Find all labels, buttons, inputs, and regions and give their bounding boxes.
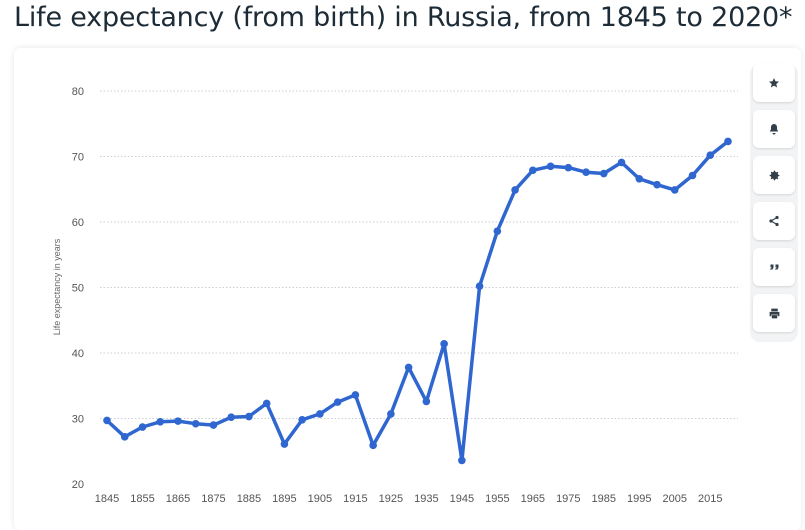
- x-tick-label: 1845: [95, 493, 119, 505]
- x-tick-label: 2005: [663, 493, 687, 505]
- data-points: [103, 137, 732, 465]
- data-point[interactable]: [440, 340, 448, 348]
- data-point[interactable]: [316, 410, 324, 418]
- x-tick-label: 1855: [130, 493, 154, 505]
- y-tick-label: 40: [72, 348, 84, 360]
- data-point[interactable]: [653, 180, 661, 189]
- x-tick-label: 1885: [237, 493, 261, 505]
- data-point[interactable]: [582, 168, 590, 177]
- x-tick-label: 1975: [556, 493, 580, 505]
- y-tick-label: 80: [72, 86, 84, 98]
- y-tick-label: 30: [72, 414, 84, 426]
- data-point[interactable]: [191, 419, 200, 428]
- star-icon: [769, 78, 779, 88]
- data-point[interactable]: [333, 398, 342, 406]
- y-tick-label: 60: [72, 217, 84, 229]
- y-axis-ticks: 20 30 40 50 60 70 80: [72, 86, 84, 491]
- x-tick-label: 1935: [414, 493, 438, 505]
- x-tick-label: 1965: [521, 493, 545, 505]
- data-point[interactable]: [245, 412, 253, 421]
- cite-button[interactable]: [753, 248, 795, 286]
- grid-lines: [100, 90, 738, 419]
- bookmark-button[interactable]: [753, 64, 795, 102]
- y-tick-label: 50: [72, 283, 84, 295]
- share-button[interactable]: [753, 202, 795, 240]
- x-axis-ticks: 1845 1855 1865 1875 1885 1895 1905 1915 1925 1935…: [95, 493, 723, 505]
- print-button[interactable]: [753, 294, 795, 332]
- x-tick-label: 1925: [379, 493, 403, 505]
- data-point[interactable]: [387, 410, 395, 418]
- print-icon: [769, 308, 779, 318]
- data-point[interactable]: [688, 171, 697, 180]
- notification-button[interactable]: [753, 110, 795, 148]
- data-point[interactable]: [670, 186, 679, 194]
- y-axis-label: Life expectancy in years: [52, 238, 62, 335]
- data-point[interactable]: [227, 413, 235, 421]
- x-tick-label: 1985: [592, 493, 616, 505]
- data-point[interactable]: [209, 421, 218, 429]
- data-point[interactable]: [475, 282, 484, 290]
- chart-toolbar: [750, 64, 798, 342]
- data-point[interactable]: [546, 162, 555, 171]
- x-tick-label: 1945: [450, 493, 474, 505]
- gear-icon: [769, 170, 779, 180]
- quote-icon: [769, 264, 779, 270]
- data-point[interactable]: [724, 137, 732, 146]
- data-point[interactable]: [369, 441, 377, 450]
- data-point[interactable]: [706, 151, 715, 159]
- page-title: Life expectancy (from birth) in Russia, …: [14, 2, 793, 33]
- x-tick-label: 1865: [166, 493, 190, 505]
- data-point[interactable]: [529, 166, 537, 175]
- data-point[interactable]: [564, 163, 573, 172]
- data-point[interactable]: [351, 391, 360, 399]
- x-tick-label: 1955: [485, 493, 509, 505]
- data-point[interactable]: [600, 169, 608, 178]
- x-tick-label: 1905: [308, 493, 332, 505]
- data-point[interactable]: [138, 423, 147, 431]
- data-point[interactable]: [422, 397, 431, 406]
- y-tick-label: 70: [72, 152, 84, 164]
- series-line: [105, 139, 730, 463]
- data-point[interactable]: [298, 416, 306, 424]
- data-point[interactable]: [635, 174, 644, 183]
- chart-card: [14, 48, 801, 530]
- x-tick-label: 1995: [627, 493, 651, 505]
- data-point[interactable]: [617, 158, 626, 167]
- settings-button[interactable]: [753, 156, 795, 194]
- data-point[interactable]: [493, 227, 502, 235]
- x-tick-label: 1915: [343, 493, 367, 505]
- y-tick-label: 20: [72, 479, 84, 491]
- data-point[interactable]: [174, 417, 182, 425]
- data-point[interactable]: [280, 440, 289, 448]
- x-tick-label: 2015: [698, 493, 722, 505]
- bell-icon: [770, 124, 778, 135]
- share-icon: [769, 215, 779, 227]
- data-point[interactable]: [103, 416, 111, 425]
- data-point[interactable]: [458, 456, 466, 465]
- data-point[interactable]: [156, 417, 165, 426]
- data-point[interactable]: [262, 399, 271, 408]
- x-tick-label: 1895: [272, 493, 296, 505]
- data-point[interactable]: [404, 363, 413, 372]
- x-tick-label: 1875: [201, 493, 225, 505]
- data-point[interactable]: [511, 186, 519, 194]
- data-point[interactable]: [120, 433, 129, 441]
